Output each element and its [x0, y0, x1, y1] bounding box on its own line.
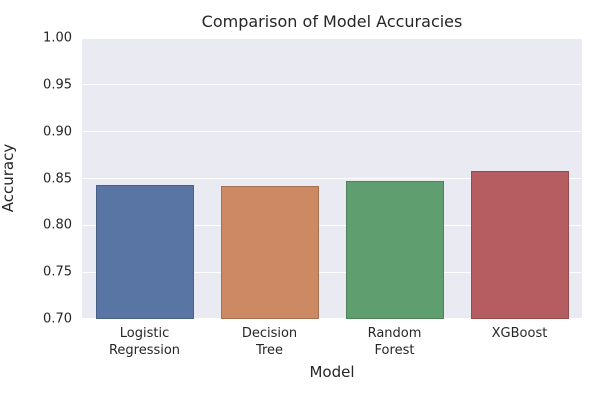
y-tick-label: 0.70 — [43, 311, 72, 327]
bar-xgboost — [470, 171, 569, 319]
y-tick-label: 0.75 — [43, 264, 72, 280]
gridline — [82, 131, 582, 133]
bar-decision-tree — [220, 185, 319, 319]
x-tick-label: Random Forest — [367, 326, 422, 358]
bar-logistic-regression — [95, 185, 194, 319]
gridline — [82, 84, 582, 86]
plot-area — [82, 37, 582, 320]
gridline — [82, 224, 582, 226]
gridline — [82, 318, 582, 320]
gridline — [82, 177, 582, 180]
bar-random-forest — [345, 181, 444, 319]
x-tick-label: Decision Tree — [241, 326, 298, 358]
y-tick-label: 0.95 — [43, 77, 72, 93]
gridline — [82, 37, 582, 39]
y-tick-label: 1.00 — [43, 30, 72, 46]
y-tick-label: 0.90 — [43, 124, 72, 140]
chart-title: Comparison of Model Accuracies — [201, 12, 463, 31]
y-tick-label: 0.85 — [43, 171, 72, 186]
gridline — [82, 271, 582, 273]
x-tick-label: Logistic Regression — [108, 326, 181, 358]
x-axis-label: Model — [309, 363, 355, 381]
x-tick-label: XGBoost — [491, 326, 548, 341]
y-tick-label: 0.80 — [43, 217, 72, 233]
